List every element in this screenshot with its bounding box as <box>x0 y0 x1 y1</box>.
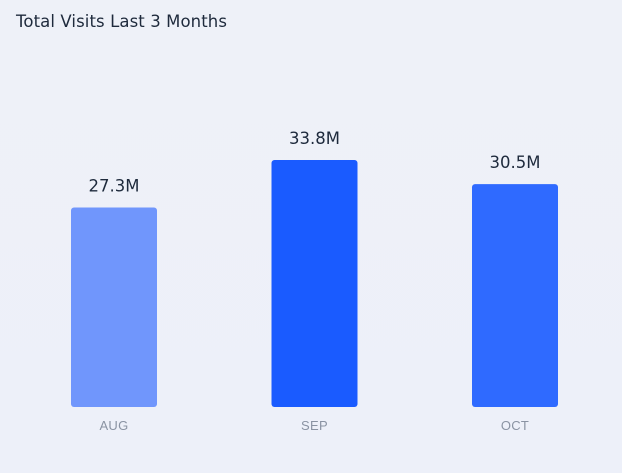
bar-aug[interactable] <box>71 207 157 408</box>
x-tick-label-oct: OCT <box>501 418 529 433</box>
x-tick-label-aug: AUG <box>99 418 128 433</box>
bar-sep[interactable] <box>271 160 358 407</box>
value-label-sep: 33.8M <box>289 129 340 148</box>
x-tick-label-sep: SEP <box>301 418 328 433</box>
value-labels-group: 27.3M 33.8M 30.5M <box>89 129 541 196</box>
chart-title: Total Visits Last 3 Months <box>16 12 228 31</box>
tick-labels-group: AUG SEP OCT <box>99 418 529 433</box>
value-label-aug: 27.3M <box>89 177 140 196</box>
bar-oct[interactable] <box>472 184 558 407</box>
value-label-oct: 30.5M <box>490 153 541 172</box>
bars-group <box>71 160 558 407</box>
